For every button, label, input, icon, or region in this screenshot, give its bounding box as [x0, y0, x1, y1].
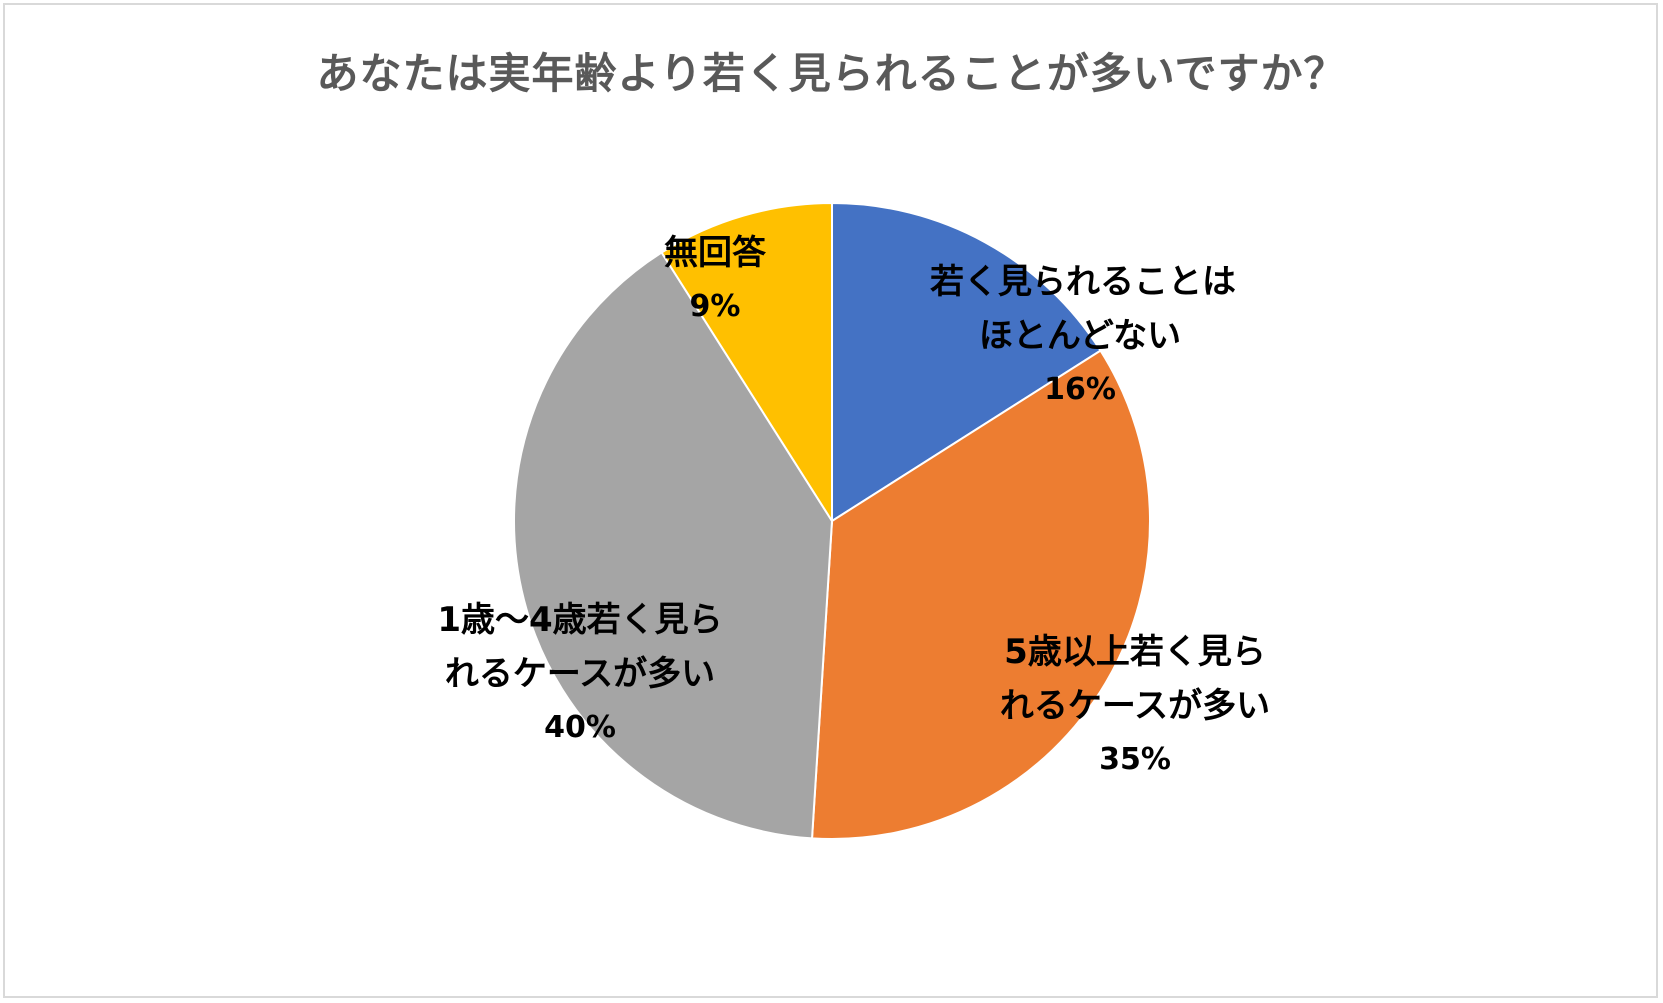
slice-label-0-line-0: 若く見られることは [930, 262, 1236, 302]
slice-label-2-line-1: れるケースが多い [444, 654, 716, 694]
slice-label-0: 若く見られることは ほとんどない 16% [930, 255, 1236, 417]
slice-label-1-line-0: 5歳以上若く見ら [1004, 632, 1266, 672]
slice-value-1: 35% [1099, 742, 1171, 777]
slice-label-1-line-1: れるケースが多い [999, 686, 1271, 726]
pie-slice-1 [810, 349, 1151, 840]
slice-label-0-line-1: ほとんどない [978, 316, 1182, 356]
pie-slice-2 [513, 251, 834, 840]
slice-label-3-line-0: 無回答 [664, 233, 766, 273]
pie-slice-3 [660, 201, 833, 525]
slice-value-2: 40% [544, 710, 616, 745]
slice-value-3: 9% [689, 289, 741, 324]
slice-label-3: 無回答 9% [615, 226, 815, 334]
pie-slice-0 [831, 201, 1102, 523]
slice-label-1: 5歳以上若く見ら れるケースが多い 35% [985, 625, 1285, 787]
chart-title: あなたは実年齢より若く見られることが多いですか？ [316, 49, 1347, 98]
slice-value-0: 16% [1044, 372, 1116, 407]
pie-slices [513, 201, 1151, 840]
slice-label-2: 1歳～4歳若く見ら れるケースが多い 40% [430, 593, 730, 755]
slice-label-2-line-0: 1歳～4歳若く見ら [437, 600, 723, 640]
